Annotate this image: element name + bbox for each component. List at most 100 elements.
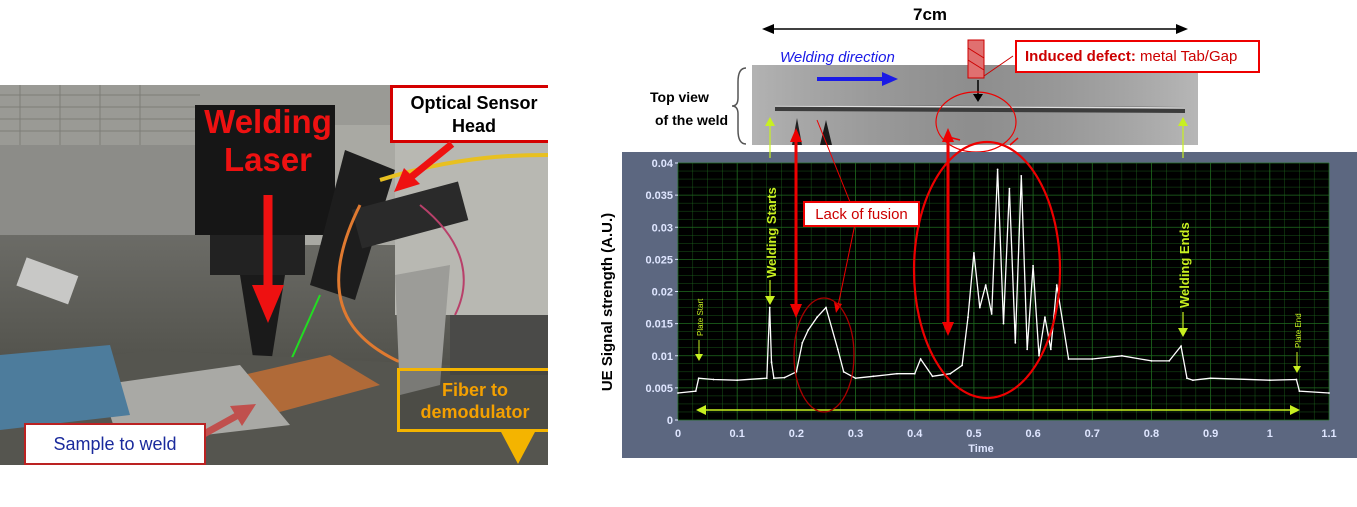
x-tick-label: 0.8 xyxy=(1144,428,1159,440)
signal-point xyxy=(768,306,771,309)
x-tick-label: 0.3 xyxy=(848,428,863,440)
y-tick-label: 0.005 xyxy=(645,383,673,395)
signal-point xyxy=(1026,348,1029,351)
signal-point xyxy=(1328,392,1330,394)
signal-point xyxy=(765,377,768,380)
signal-point xyxy=(1032,264,1034,267)
signal-point xyxy=(872,375,875,378)
signal-point xyxy=(772,377,775,380)
plate-span-arrow xyxy=(696,405,1300,415)
x-tick-label: 1.1 xyxy=(1321,428,1336,440)
sensor-pointer-arrow xyxy=(394,141,455,192)
signal-point xyxy=(694,390,697,392)
signal-point xyxy=(961,364,963,367)
x-tick-label: 0.2 xyxy=(789,428,804,440)
signal-point xyxy=(736,379,739,382)
signal-point xyxy=(1209,377,1212,380)
signal-line xyxy=(677,169,1330,394)
x-tick-label: 0.1 xyxy=(730,428,745,440)
x-tick-label: 0.5 xyxy=(966,428,981,440)
plot-grid xyxy=(677,162,1330,421)
direction-arrow xyxy=(817,72,898,86)
signal-point xyxy=(978,306,981,309)
x-tick-label: 0 xyxy=(675,428,681,440)
x-tick-label: 0.4 xyxy=(907,428,923,440)
x-tick-label: 0.6 xyxy=(1025,428,1040,440)
signal-point xyxy=(783,376,786,379)
signal-point xyxy=(807,329,810,331)
plate-start-marker xyxy=(695,340,703,361)
signal-point xyxy=(1298,390,1301,392)
signal-point xyxy=(1186,377,1188,380)
direction-label: Welding direction xyxy=(780,49,895,66)
y-tick-label: 0.01 xyxy=(652,351,673,363)
signal-point xyxy=(1091,358,1094,360)
signal-point xyxy=(816,316,818,319)
welding-setup-photo: Welding Laser Optical Sensor Head Fiber … xyxy=(0,85,548,465)
width-label: 7cm xyxy=(913,5,947,24)
defect-tab-marker xyxy=(967,39,985,79)
signal-point xyxy=(1295,378,1298,381)
width-dimension xyxy=(762,24,1188,34)
x-tick-label: 0.9 xyxy=(1203,428,1218,440)
lack-of-fusion-callout: Lack of fusion xyxy=(803,201,920,227)
signal-point xyxy=(973,252,975,254)
signal-point xyxy=(984,284,987,286)
plate-start-label: Plate Start xyxy=(696,298,705,336)
y-tick-label: 0.025 xyxy=(645,254,673,266)
induced-defect-label-bold: Induced defect: xyxy=(1025,48,1136,65)
lack-of-fusion-ellipse xyxy=(793,297,855,413)
plate-end-label: Plate End xyxy=(1294,313,1303,348)
signal-point xyxy=(990,313,993,315)
laser-down-arrow xyxy=(252,195,284,323)
signal-point xyxy=(801,342,804,344)
x-tick-label: 0.7 xyxy=(1085,428,1100,440)
signal-point xyxy=(919,358,922,360)
sample-callout: Sample to weld xyxy=(24,423,206,465)
fiber-label: Fiber to demodulator xyxy=(420,380,530,422)
signal-point xyxy=(677,392,679,394)
sample-pointer-arrow xyxy=(202,404,256,438)
signal-point xyxy=(825,306,827,309)
top-view-bracket xyxy=(731,67,747,145)
y-tick-label: 0.015 xyxy=(645,319,673,331)
y-tick-label: 0.035 xyxy=(645,190,673,202)
signal-point xyxy=(842,370,845,373)
signal-point xyxy=(854,377,857,380)
y-tick-label: 0.03 xyxy=(652,222,673,234)
signal-point xyxy=(1014,342,1017,344)
optical-sensor-callout: Optical Sensor Head xyxy=(390,85,548,143)
signal-point xyxy=(1150,359,1153,362)
x-tick-label: 1 xyxy=(1267,428,1273,440)
signal-point xyxy=(896,372,898,375)
welding-starts-marker xyxy=(765,117,775,305)
fiber-triangle-marker xyxy=(500,430,536,464)
signal-point xyxy=(1002,322,1005,325)
sample-label: Sample to weld xyxy=(53,434,177,454)
signal-point xyxy=(913,372,916,375)
y-tick-label: 0.02 xyxy=(652,287,673,299)
defect-signal-ellipse xyxy=(912,140,1062,400)
y-tick-label: 0 xyxy=(667,415,673,427)
signal-point xyxy=(1008,187,1011,190)
signal-points xyxy=(677,168,1330,394)
lack-of-fusion-label: Lack of fusion xyxy=(815,206,908,223)
signal-point xyxy=(949,372,952,375)
signal-point xyxy=(1268,379,1271,382)
y-tick-label: 0.04 xyxy=(652,158,674,170)
signal-point xyxy=(1055,284,1058,286)
signal-point xyxy=(1180,345,1182,348)
welding-starts-label: Welding Starts xyxy=(764,187,779,278)
induced-defect-callout: Induced defect: metal Tab/Gap xyxy=(1015,40,1260,73)
signal-point xyxy=(1067,358,1070,360)
signal-point xyxy=(836,348,839,351)
signal-point xyxy=(770,361,773,364)
signal-point xyxy=(1038,354,1040,357)
signal-point xyxy=(697,377,700,380)
welding-ends-marker xyxy=(1178,117,1188,337)
signal-point xyxy=(967,316,969,319)
welding-ends-label: Welding Ends xyxy=(1177,222,1192,308)
axis-ticks: 0 0.1 0.2 0.3 0.4 0.5 0.6 0.7 0.8 0.9 1 1.1 0 0.005 0.… xyxy=(645,158,1336,440)
lack-of-fusion-arrows xyxy=(790,119,954,336)
weld-signal-figure: 7cm Welding direction Top view of the we… xyxy=(600,5,1357,458)
